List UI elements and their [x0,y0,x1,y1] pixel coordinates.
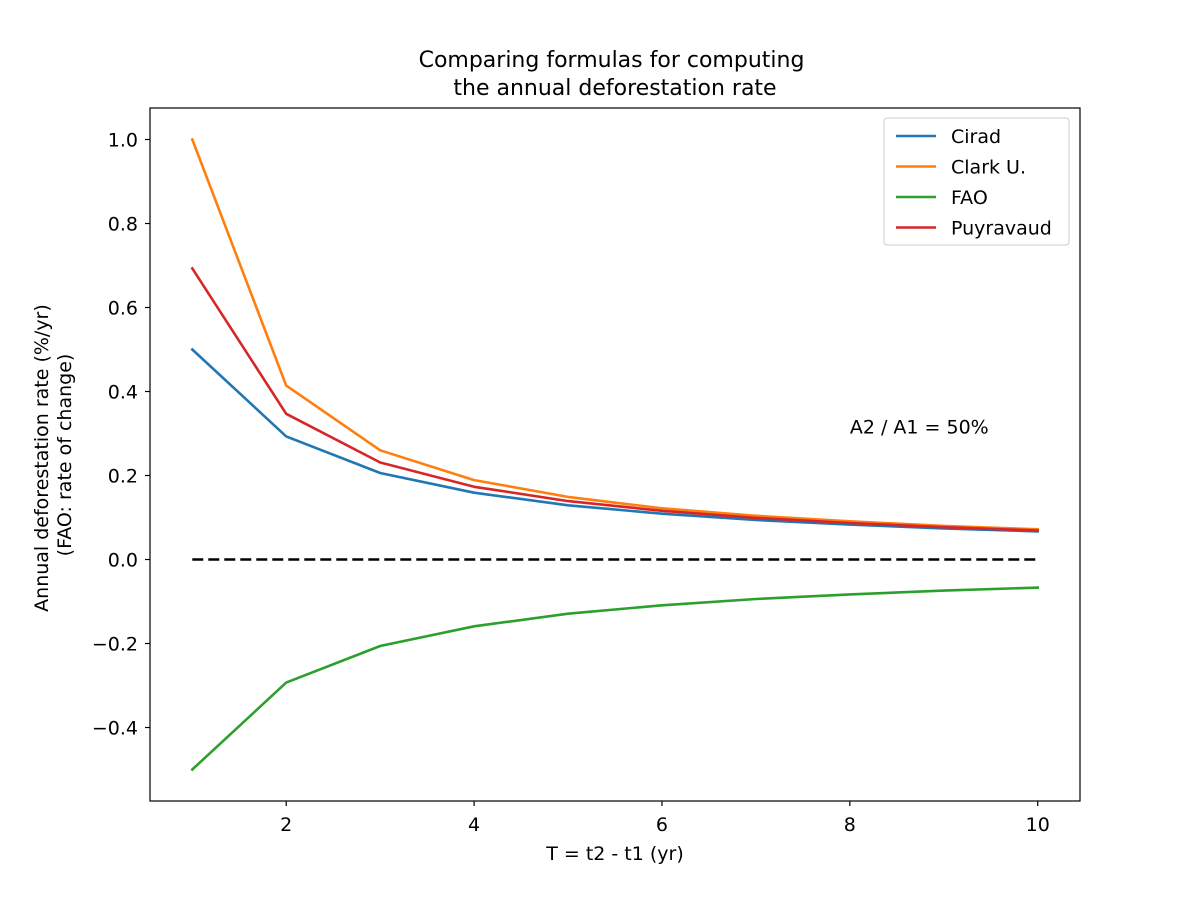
series-layer [190,137,1040,772]
legend-label-fao: FAO [951,187,988,209]
chart-title: Comparing formulas for computing the ann… [419,48,812,101]
axes-frame [149,107,1081,802]
legend-box [883,117,1070,246]
x-tick-label: 6 [656,814,668,836]
x-tick-label: 2 [280,814,292,836]
series-line-puyravaud [190,266,1040,532]
y-axis-label-line-1: Annual deforestation rate (%/yr) [31,304,53,612]
y-tick-label: 0.8 [108,214,138,236]
series-line-fao [190,586,1040,772]
y-tick-label: 0.2 [108,466,138,488]
chart-title-line-2: the annual deforestation rate [453,76,776,101]
y-tick-label: 0.4 [108,382,138,404]
legend-label-cirad: Cirad [951,126,1001,148]
x-tick-label: 10 [1026,814,1050,836]
legend: Cirad Clark U. FAO Puyravaud [883,117,1070,246]
series-line-cirad [190,347,1040,533]
x-axis-label: T = t2 - t1 (yr) [545,843,684,865]
y-tick-label: 1.0 [108,130,138,152]
x-tick-label: 8 [844,814,856,836]
y-axis-label: Annual deforestation rate (%/yr) (FAO: r… [31,298,76,612]
legend-label-puyravaud: Puyravaud [951,218,1052,240]
x-axis-ticks: 2 4 6 8 10 [280,801,1050,836]
legend-label-clark-u: Clark U. [951,157,1026,179]
y-axis-label-line-2: (FAO: rate of change) [54,354,76,557]
ratio-annotation: A2 / A1 = 50% [850,417,989,439]
y-tick-label: −0.2 [92,634,138,656]
y-tick-label: −0.4 [92,718,138,740]
chart-title-line-1: Comparing formulas for computing [419,48,805,73]
x-tick-label: 4 [468,814,480,836]
y-tick-label: 0.6 [108,298,138,320]
y-axis-ticks: −0.4 −0.2 0.0 0.2 0.4 0.6 0.8 1.0 [92,130,150,740]
series-line-clark-u [190,137,1040,531]
plot-area [149,107,1081,802]
y-tick-label: 0.0 [108,550,138,572]
